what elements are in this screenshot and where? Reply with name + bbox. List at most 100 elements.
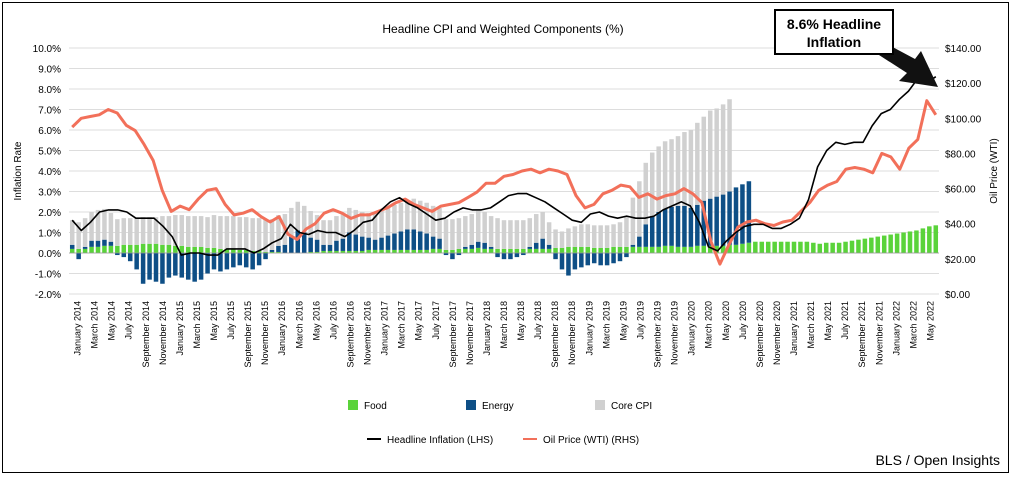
core-bar bbox=[269, 219, 275, 250]
core-bar bbox=[488, 216, 494, 247]
legend-food-swatch bbox=[348, 400, 358, 410]
core-bar bbox=[185, 216, 191, 247]
food-bar bbox=[559, 247, 565, 253]
core-bar bbox=[417, 200, 423, 232]
energy-bar bbox=[675, 205, 681, 247]
energy-bar bbox=[475, 241, 481, 248]
energy-bar bbox=[269, 249, 275, 252]
x-tick-label: March 2021 bbox=[806, 301, 816, 349]
y-tick-label: 4.0% bbox=[38, 167, 61, 178]
food-bar bbox=[482, 248, 487, 253]
core-bar bbox=[662, 141, 668, 209]
energy-bar bbox=[340, 238, 346, 251]
source-label: BLS / Open Insights bbox=[875, 452, 1000, 468]
food-bar bbox=[862, 238, 868, 253]
y2-tick-label: $80.00 bbox=[945, 149, 976, 160]
energy-bar bbox=[585, 253, 591, 266]
food-bar bbox=[643, 246, 649, 253]
core-bar bbox=[559, 231, 565, 248]
x-tick-label: March 2016 bbox=[294, 301, 304, 349]
food-bar bbox=[875, 236, 881, 253]
food-bar bbox=[173, 245, 178, 253]
energy-bar bbox=[243, 253, 249, 268]
energy-bar bbox=[591, 253, 597, 264]
food-bar bbox=[662, 245, 668, 253]
y2-tick-label: $100.00 bbox=[945, 114, 982, 125]
energy-bar bbox=[579, 253, 584, 268]
food-bar bbox=[830, 242, 835, 253]
core-bar bbox=[301, 205, 307, 233]
food-bar bbox=[540, 248, 545, 253]
core-bar bbox=[682, 132, 687, 206]
energy-bar bbox=[211, 253, 217, 270]
food-bar bbox=[894, 233, 900, 253]
core-bar bbox=[366, 213, 371, 238]
food-bar bbox=[89, 246, 94, 253]
callout-line-1: 8.6% Headline bbox=[786, 16, 882, 32]
x-tick-label: May 2018 bbox=[516, 301, 526, 341]
core-bar bbox=[649, 152, 655, 217]
x-tick-label: March 2017 bbox=[397, 301, 407, 349]
x-tick-label: March 2019 bbox=[601, 301, 611, 349]
energy-bar bbox=[733, 187, 739, 245]
legend-headline-label: Headline Inflation (LHS) bbox=[387, 435, 493, 446]
food-bar bbox=[804, 241, 810, 253]
food-bar bbox=[140, 243, 146, 253]
core-bar bbox=[604, 225, 610, 248]
core-bar bbox=[231, 216, 236, 249]
energy-bar bbox=[327, 244, 333, 251]
y-tick-label: 10.0% bbox=[33, 44, 61, 55]
y-tick-label: 2.0% bbox=[38, 208, 61, 219]
core-bar bbox=[198, 216, 204, 247]
energy-bar bbox=[559, 253, 565, 270]
food-bar bbox=[95, 246, 101, 253]
food-bar bbox=[269, 251, 275, 253]
x-tick-label: November 2018 bbox=[567, 301, 577, 365]
y-tick-label: 9.0% bbox=[38, 65, 61, 76]
core-bar bbox=[669, 139, 674, 207]
x-tick-label: January 2019 bbox=[584, 301, 594, 356]
food-bar bbox=[856, 239, 861, 253]
food-bar bbox=[430, 248, 436, 253]
core-bar bbox=[314, 215, 320, 240]
food-bar bbox=[166, 244, 172, 253]
food-bar bbox=[385, 249, 391, 253]
energy-bar bbox=[121, 253, 127, 258]
x-tick-label: January 2022 bbox=[891, 301, 901, 356]
energy-bar bbox=[695, 204, 700, 246]
core-bar bbox=[611, 224, 616, 247]
food-bar bbox=[256, 250, 262, 253]
x-tick-label: September 2021 bbox=[857, 301, 867, 368]
energy-bar bbox=[540, 238, 545, 249]
energy-bar bbox=[501, 253, 507, 260]
food-bar bbox=[553, 247, 558, 253]
core-bar bbox=[508, 220, 513, 249]
food-bar bbox=[811, 242, 816, 253]
energy-bar bbox=[707, 198, 713, 246]
core-bar bbox=[398, 202, 404, 232]
energy-bar bbox=[385, 235, 391, 250]
core-bar bbox=[89, 212, 94, 241]
x-tick-label: March 2015 bbox=[192, 301, 202, 349]
food-bar bbox=[901, 232, 906, 253]
x-tick-label: May 2019 bbox=[618, 301, 628, 341]
x-tick-label: July 2017 bbox=[431, 301, 441, 340]
energy-bar bbox=[301, 232, 307, 253]
energy-bar bbox=[359, 236, 365, 251]
energy-bar bbox=[514, 253, 520, 258]
energy-bar bbox=[140, 253, 146, 284]
energy-bar bbox=[82, 246, 88, 249]
food-bar bbox=[817, 243, 823, 253]
food-bar bbox=[914, 230, 919, 253]
food-bar bbox=[102, 245, 107, 253]
energy-bar bbox=[379, 237, 384, 250]
energy-bar bbox=[553, 253, 558, 260]
energy-bar bbox=[611, 253, 616, 264]
core-bar bbox=[430, 205, 436, 237]
food-bar bbox=[372, 249, 378, 253]
food-bar bbox=[585, 246, 591, 253]
energy-bar bbox=[450, 253, 455, 260]
x-tick-label: July 2019 bbox=[635, 301, 645, 340]
energy-bar bbox=[308, 237, 313, 252]
x-tick-label: May 2015 bbox=[209, 301, 219, 341]
